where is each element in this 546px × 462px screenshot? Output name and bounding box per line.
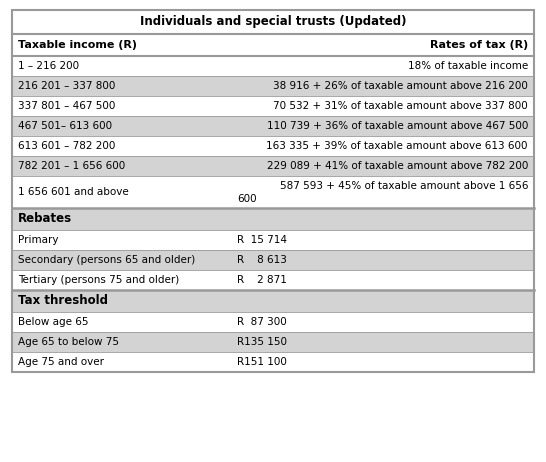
Text: 38 916 + 26% of taxable amount above 216 200: 38 916 + 26% of taxable amount above 216… [273,81,528,91]
Bar [12,96,534,116]
Text: 337 801 – 467 500: 337 801 – 467 500 [18,101,115,111]
Text: Taxable income (R): Taxable income (R) [18,40,137,50]
Text: Rates of tax (R): Rates of tax (R) [430,40,528,50]
Bar [12,156,534,176]
Text: 467 501– 613 600: 467 501– 613 600 [18,121,112,131]
Text: 163 335 + 39% of taxable amount above 613 600: 163 335 + 39% of taxable amount above 61… [266,141,528,151]
Bar [12,312,534,332]
Bar [12,56,534,76]
Text: 70 532 + 31% of taxable amount above 337 800: 70 532 + 31% of taxable amount above 337… [273,101,528,111]
Text: Below age 65: Below age 65 [18,317,88,327]
Bar [12,34,534,56]
Bar [12,176,534,208]
Text: 1 656 601 and above: 1 656 601 and above [18,187,129,197]
Text: Primary: Primary [18,235,58,245]
Text: R    8 613: R 8 613 [238,255,287,265]
Bar [12,270,534,290]
Text: Individuals and special trusts (Updated): Individuals and special trusts (Updated) [140,16,406,29]
Bar [12,10,534,34]
Text: R135 150: R135 150 [238,337,287,347]
Text: Age 65 to below 75: Age 65 to below 75 [18,337,119,347]
Bar [12,230,534,250]
Text: 216 201 – 337 800: 216 201 – 337 800 [18,81,115,91]
Text: 1 – 216 200: 1 – 216 200 [18,61,79,71]
Text: 782 201 – 1 656 600: 782 201 – 1 656 600 [18,161,125,171]
Bar [12,76,534,96]
Bar [12,352,534,372]
Text: Tax threshold: Tax threshold [18,294,108,308]
Text: R  87 300: R 87 300 [238,317,287,327]
Text: 18% of taxable income: 18% of taxable income [408,61,528,71]
Bar [12,250,534,270]
Text: Tertiary (persons 75 and older): Tertiary (persons 75 and older) [18,275,179,285]
Text: R  15 714: R 15 714 [238,235,287,245]
Bar [12,10,534,372]
Bar [12,208,534,230]
Text: 110 739 + 36% of taxable amount above 467 500: 110 739 + 36% of taxable amount above 46… [266,121,528,131]
Bar [12,136,534,156]
Bar [12,332,534,352]
Text: 613 601 – 782 200: 613 601 – 782 200 [18,141,115,151]
Text: Rebates: Rebates [18,213,72,225]
Bar [12,116,534,136]
Text: Age 75 and over: Age 75 and over [18,357,104,367]
Bar [12,290,534,312]
Text: 600: 600 [238,194,257,204]
Text: Secondary (persons 65 and older): Secondary (persons 65 and older) [18,255,195,265]
Text: 229 089 + 41% of taxable amount above 782 200: 229 089 + 41% of taxable amount above 78… [266,161,528,171]
Text: 587 593 + 45% of taxable amount above 1 656: 587 593 + 45% of taxable amount above 1 … [280,181,528,191]
Text: R151 100: R151 100 [238,357,287,367]
Text: R    2 871: R 2 871 [238,275,287,285]
